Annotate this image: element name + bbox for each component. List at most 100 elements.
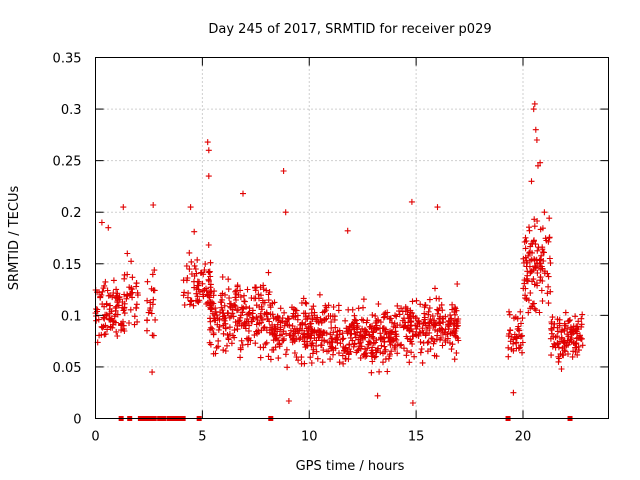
data-point bbox=[369, 312, 376, 318]
data-point bbox=[315, 318, 322, 325]
data-point bbox=[426, 320, 433, 327]
data-point bbox=[234, 283, 241, 290]
data-point-peak bbox=[344, 227, 351, 234]
data-point bbox=[333, 336, 340, 343]
data-point bbox=[332, 324, 339, 331]
data-point bbox=[232, 294, 239, 301]
data-point bbox=[355, 305, 362, 312]
data-point bbox=[252, 295, 259, 302]
data-point bbox=[324, 348, 330, 355]
data-point bbox=[112, 319, 119, 326]
data-point bbox=[579, 311, 586, 318]
data-point bbox=[222, 324, 229, 331]
data-point bbox=[134, 292, 141, 299]
data-point bbox=[354, 323, 361, 330]
data-point bbox=[328, 345, 335, 352]
data-point-peak bbox=[409, 400, 416, 406]
data-point bbox=[529, 300, 536, 307]
data-point bbox=[193, 270, 200, 277]
data-point bbox=[118, 322, 124, 329]
data-point bbox=[451, 321, 458, 328]
data-point bbox=[194, 293, 201, 300]
data-point bbox=[446, 339, 453, 346]
data-point bbox=[379, 335, 386, 342]
data-point bbox=[209, 325, 216, 332]
data-point bbox=[307, 354, 314, 361]
data-point bbox=[425, 311, 432, 318]
data-point bbox=[237, 314, 244, 321]
data-point bbox=[244, 286, 251, 293]
data-point bbox=[579, 342, 586, 349]
data-point bbox=[362, 334, 368, 341]
data-point bbox=[184, 275, 191, 281]
data-point bbox=[280, 328, 287, 335]
data-point bbox=[290, 314, 297, 321]
data-point bbox=[292, 307, 299, 313]
data-point bbox=[424, 348, 431, 355]
data-point bbox=[513, 335, 520, 342]
data-point bbox=[327, 356, 334, 363]
data-point bbox=[432, 285, 438, 292]
data-point bbox=[310, 346, 317, 353]
data-point bbox=[536, 257, 543, 264]
data-point bbox=[299, 319, 306, 326]
data-point bbox=[545, 238, 552, 245]
data-point bbox=[415, 333, 422, 339]
data-point bbox=[310, 303, 317, 310]
data-point bbox=[149, 271, 156, 278]
data-point bbox=[534, 282, 541, 289]
data-point bbox=[524, 259, 531, 266]
data-point bbox=[359, 325, 366, 332]
data-point bbox=[393, 313, 400, 320]
data-point bbox=[532, 307, 539, 314]
data-point bbox=[244, 311, 250, 318]
data-point bbox=[578, 336, 585, 343]
data-point bbox=[127, 290, 134, 297]
data-point bbox=[437, 319, 444, 326]
data-point bbox=[248, 318, 255, 325]
data-point bbox=[546, 255, 553, 262]
y-tick-label: 0 bbox=[73, 413, 81, 428]
data-point bbox=[103, 311, 110, 318]
data-point bbox=[225, 336, 232, 343]
data-point bbox=[571, 339, 577, 346]
data-point bbox=[364, 317, 371, 324]
data-point bbox=[567, 317, 573, 323]
data-point bbox=[455, 337, 462, 344]
data-point bbox=[128, 258, 135, 265]
data-point bbox=[228, 313, 235, 320]
data-point bbox=[567, 326, 574, 333]
data-point-peak bbox=[282, 209, 289, 216]
data-point bbox=[409, 298, 416, 305]
data-point bbox=[531, 256, 538, 263]
data-point bbox=[200, 293, 207, 300]
data-point bbox=[357, 337, 364, 344]
data-point bbox=[367, 339, 374, 346]
x-tick-label: 0 bbox=[91, 430, 99, 445]
data-point bbox=[337, 340, 344, 347]
data-point bbox=[406, 359, 413, 366]
data-point bbox=[329, 344, 336, 351]
data-point bbox=[545, 273, 552, 280]
data-point bbox=[99, 301, 106, 308]
data-point bbox=[100, 285, 107, 292]
data-point bbox=[286, 332, 293, 339]
data-point bbox=[510, 347, 517, 354]
data-point bbox=[336, 350, 342, 357]
data-point bbox=[560, 352, 567, 359]
data-point bbox=[403, 352, 410, 359]
data-point bbox=[207, 324, 214, 331]
data-point bbox=[444, 322, 451, 329]
data-point bbox=[319, 359, 326, 366]
data-point bbox=[360, 304, 366, 311]
data-point-peak bbox=[187, 204, 194, 211]
data-point bbox=[554, 328, 561, 335]
data-point bbox=[276, 315, 283, 322]
data-point bbox=[107, 324, 114, 331]
data-point bbox=[419, 359, 426, 366]
data-point bbox=[449, 341, 456, 348]
data-point bbox=[339, 352, 346, 359]
data-point bbox=[342, 356, 349, 362]
data-point bbox=[207, 306, 214, 313]
data-point bbox=[109, 294, 116, 301]
